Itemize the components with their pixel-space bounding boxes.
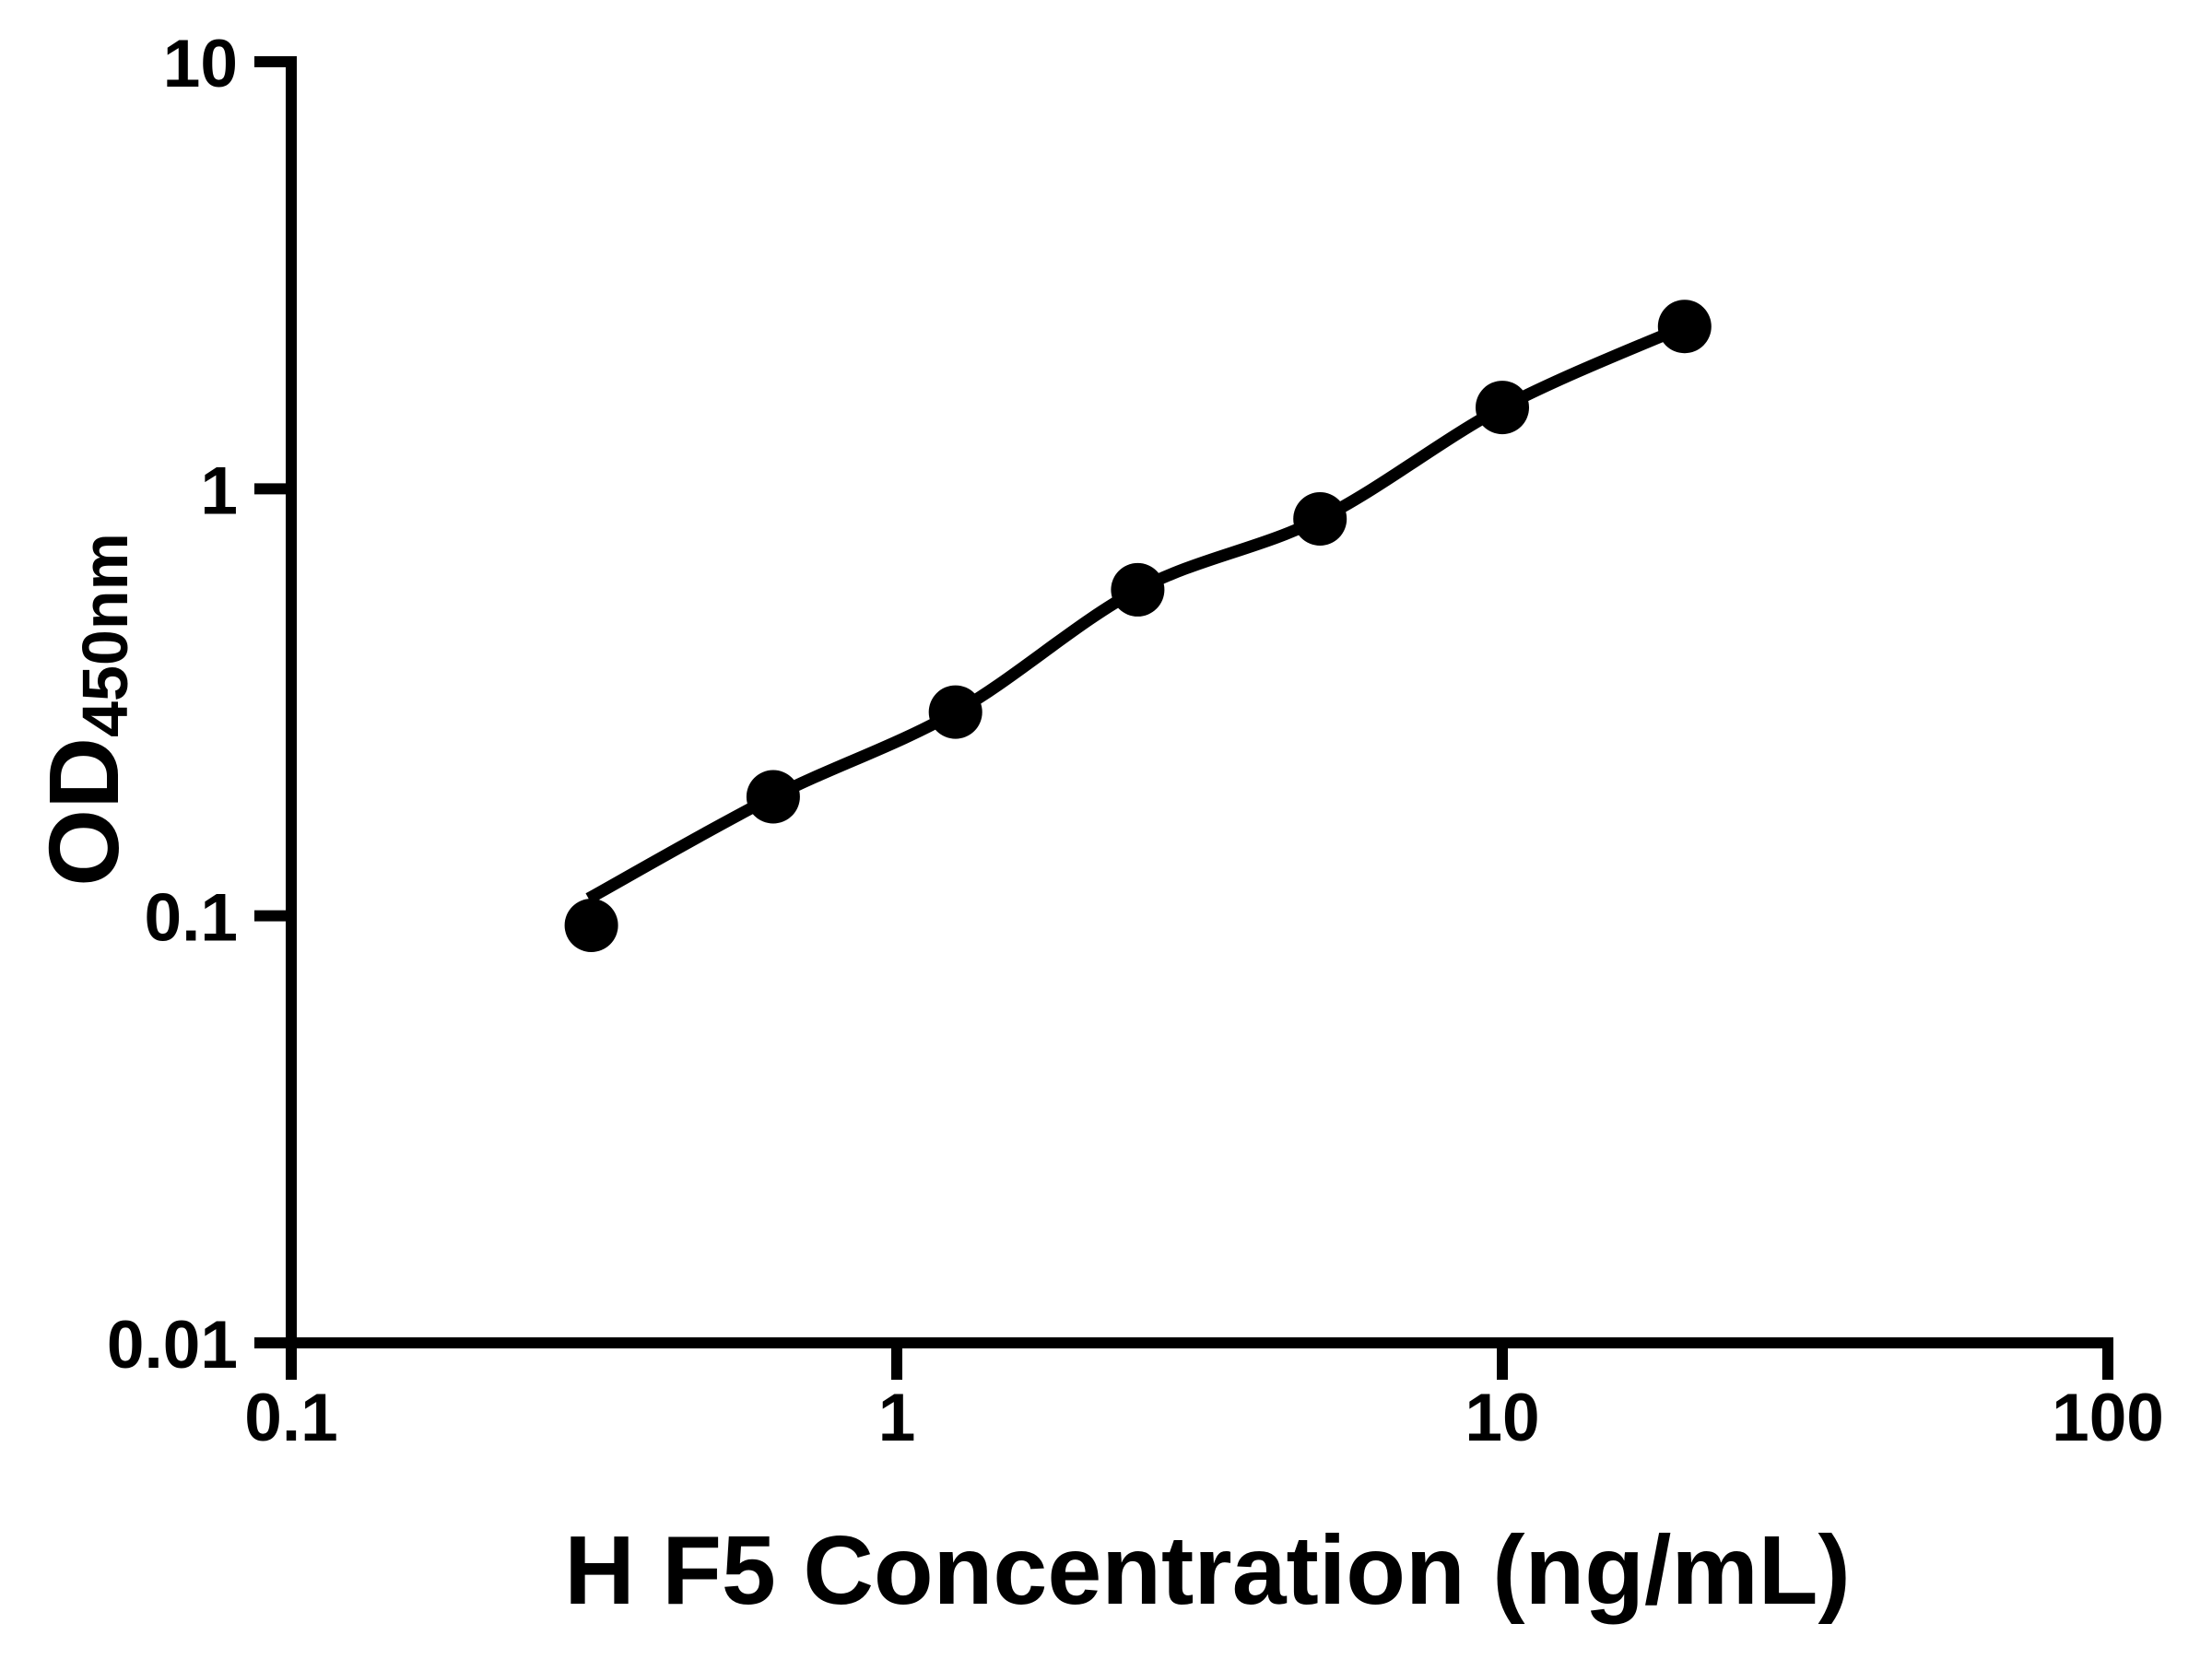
x-axis-title: H F5 Concentration (ng/mL) bbox=[564, 1516, 1851, 1625]
axes-frame bbox=[254, 56, 2113, 1380]
y-axis-label-subscript: 450nm bbox=[69, 533, 141, 737]
x-tick-label: 1 bbox=[878, 1381, 916, 1455]
x-tick-label: 0.1 bbox=[244, 1381, 337, 1455]
y-axis-label-text: OD bbox=[28, 737, 139, 887]
y-tick-label: 0.01 bbox=[107, 1308, 238, 1382]
data-point bbox=[564, 899, 618, 952]
y-tick-label: 1 bbox=[200, 453, 238, 528]
y-tick-label: 10 bbox=[163, 27, 238, 101]
x-tick-label: 10 bbox=[1465, 1381, 1539, 1455]
data-point bbox=[1476, 381, 1529, 435]
y-tick-label: 0.1 bbox=[145, 881, 238, 956]
y-axis-label: OD450nm bbox=[28, 533, 141, 887]
data-point bbox=[928, 685, 982, 739]
data-point bbox=[1293, 492, 1347, 546]
x-tick-label: 100 bbox=[2052, 1381, 2164, 1455]
data-point bbox=[1111, 562, 1165, 617]
data-point bbox=[746, 770, 800, 824]
data-point bbox=[1657, 300, 1712, 354]
